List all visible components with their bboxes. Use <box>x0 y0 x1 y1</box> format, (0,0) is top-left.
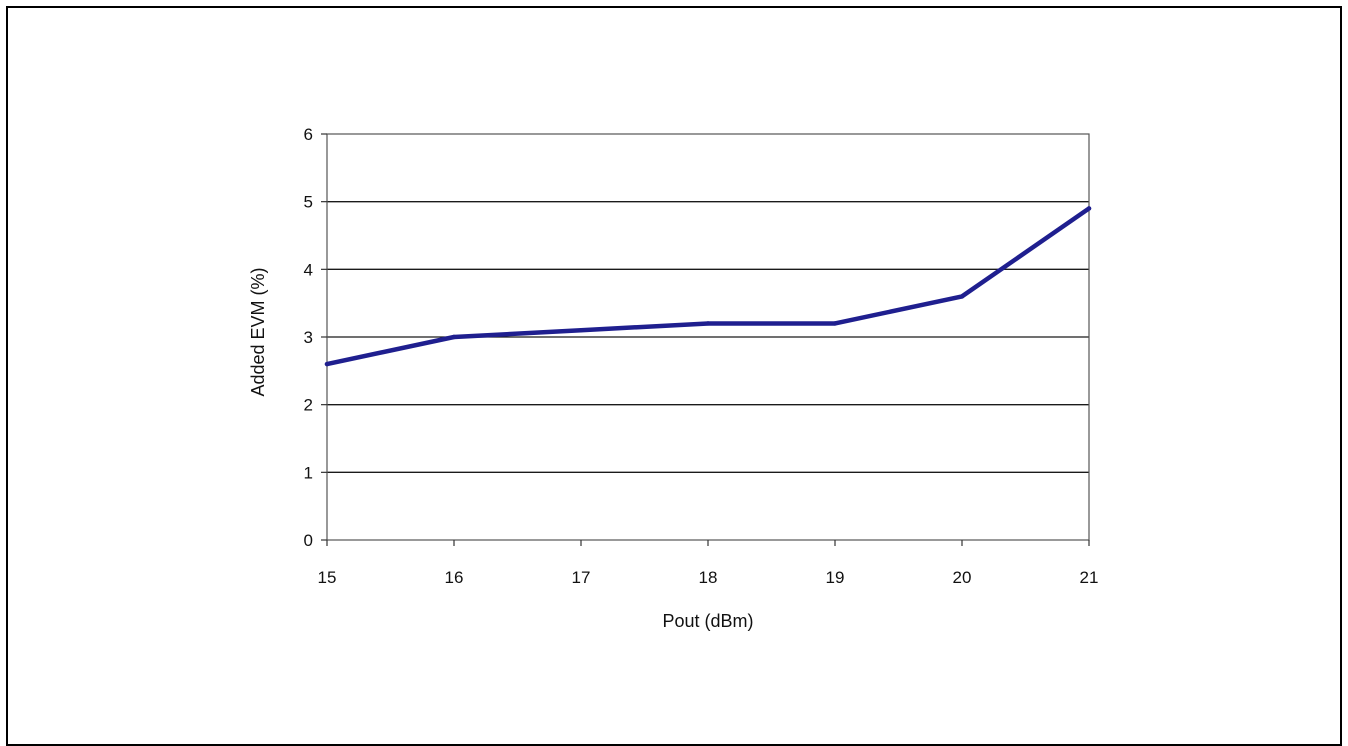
series-line-0 <box>324 206 1092 367</box>
data-point <box>451 334 457 340</box>
x-tick-label: 18 <box>699 568 718 587</box>
x-tick-label: 16 <box>445 568 464 587</box>
y-tick-label: 3 <box>304 328 313 347</box>
y-tick-label: 0 <box>304 531 313 550</box>
x-tick-label: 21 <box>1080 568 1099 587</box>
x-tick-label: 17 <box>572 568 591 587</box>
y-axis-title: Added EVM (%) <box>248 267 268 396</box>
data-point <box>705 321 711 326</box>
data-point <box>578 328 584 333</box>
figure-frame <box>6 6 1342 746</box>
y-tick-label: 6 <box>304 125 313 144</box>
y-tick-label: 4 <box>304 260 313 279</box>
data-point <box>959 294 965 299</box>
y-tick-label: 2 <box>304 396 313 415</box>
data-point <box>1086 206 1092 211</box>
x-tick-label: 15 <box>318 568 337 587</box>
series-layer <box>324 206 1092 367</box>
data-point <box>324 361 330 367</box>
axes <box>321 133 1090 546</box>
x-axis-title: Pout (dBm) <box>662 611 753 631</box>
x-tick-label: 20 <box>953 568 972 587</box>
y-tick-label: 1 <box>304 463 313 482</box>
x-tick-label: 19 <box>826 568 845 587</box>
tick-labels: 0 1 2 3 4 5 6 15 16 17 18 19 20 21 <box>304 125 1099 587</box>
gridlines <box>327 201 1089 473</box>
line-chart: 0 1 2 3 4 5 6 15 16 17 18 19 20 21 Pout (dBm) Added E… <box>248 125 1099 631</box>
y-tick-label: 5 <box>304 193 313 212</box>
data-point <box>832 321 838 326</box>
